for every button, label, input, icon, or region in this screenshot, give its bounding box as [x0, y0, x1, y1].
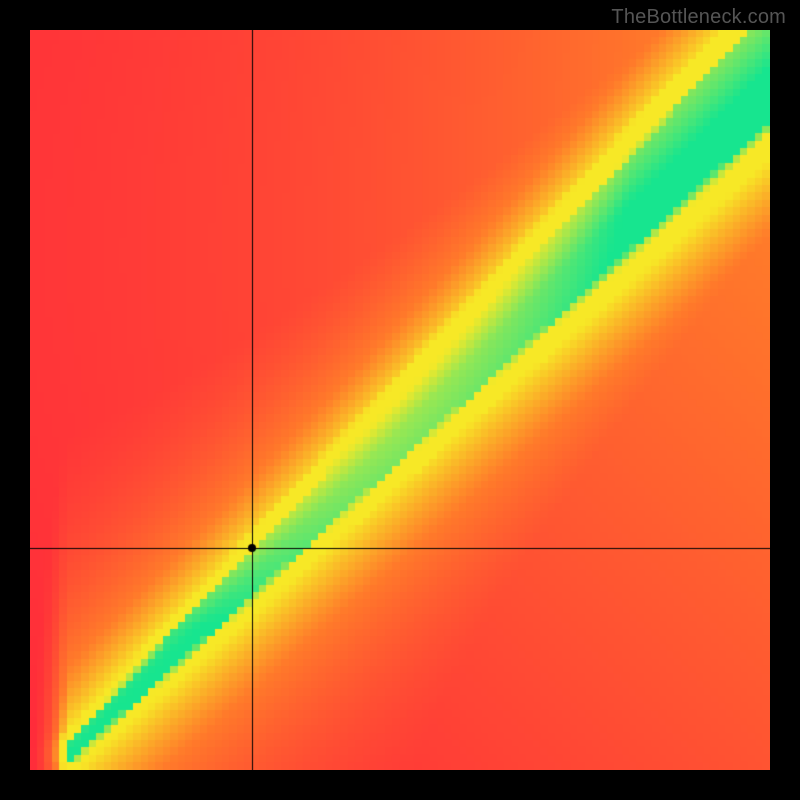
chart-container: TheBottleneck.com — [0, 0, 800, 800]
watermark-text: TheBottleneck.com — [611, 6, 786, 29]
heatmap-canvas — [30, 30, 770, 770]
plot-area — [30, 30, 770, 770]
